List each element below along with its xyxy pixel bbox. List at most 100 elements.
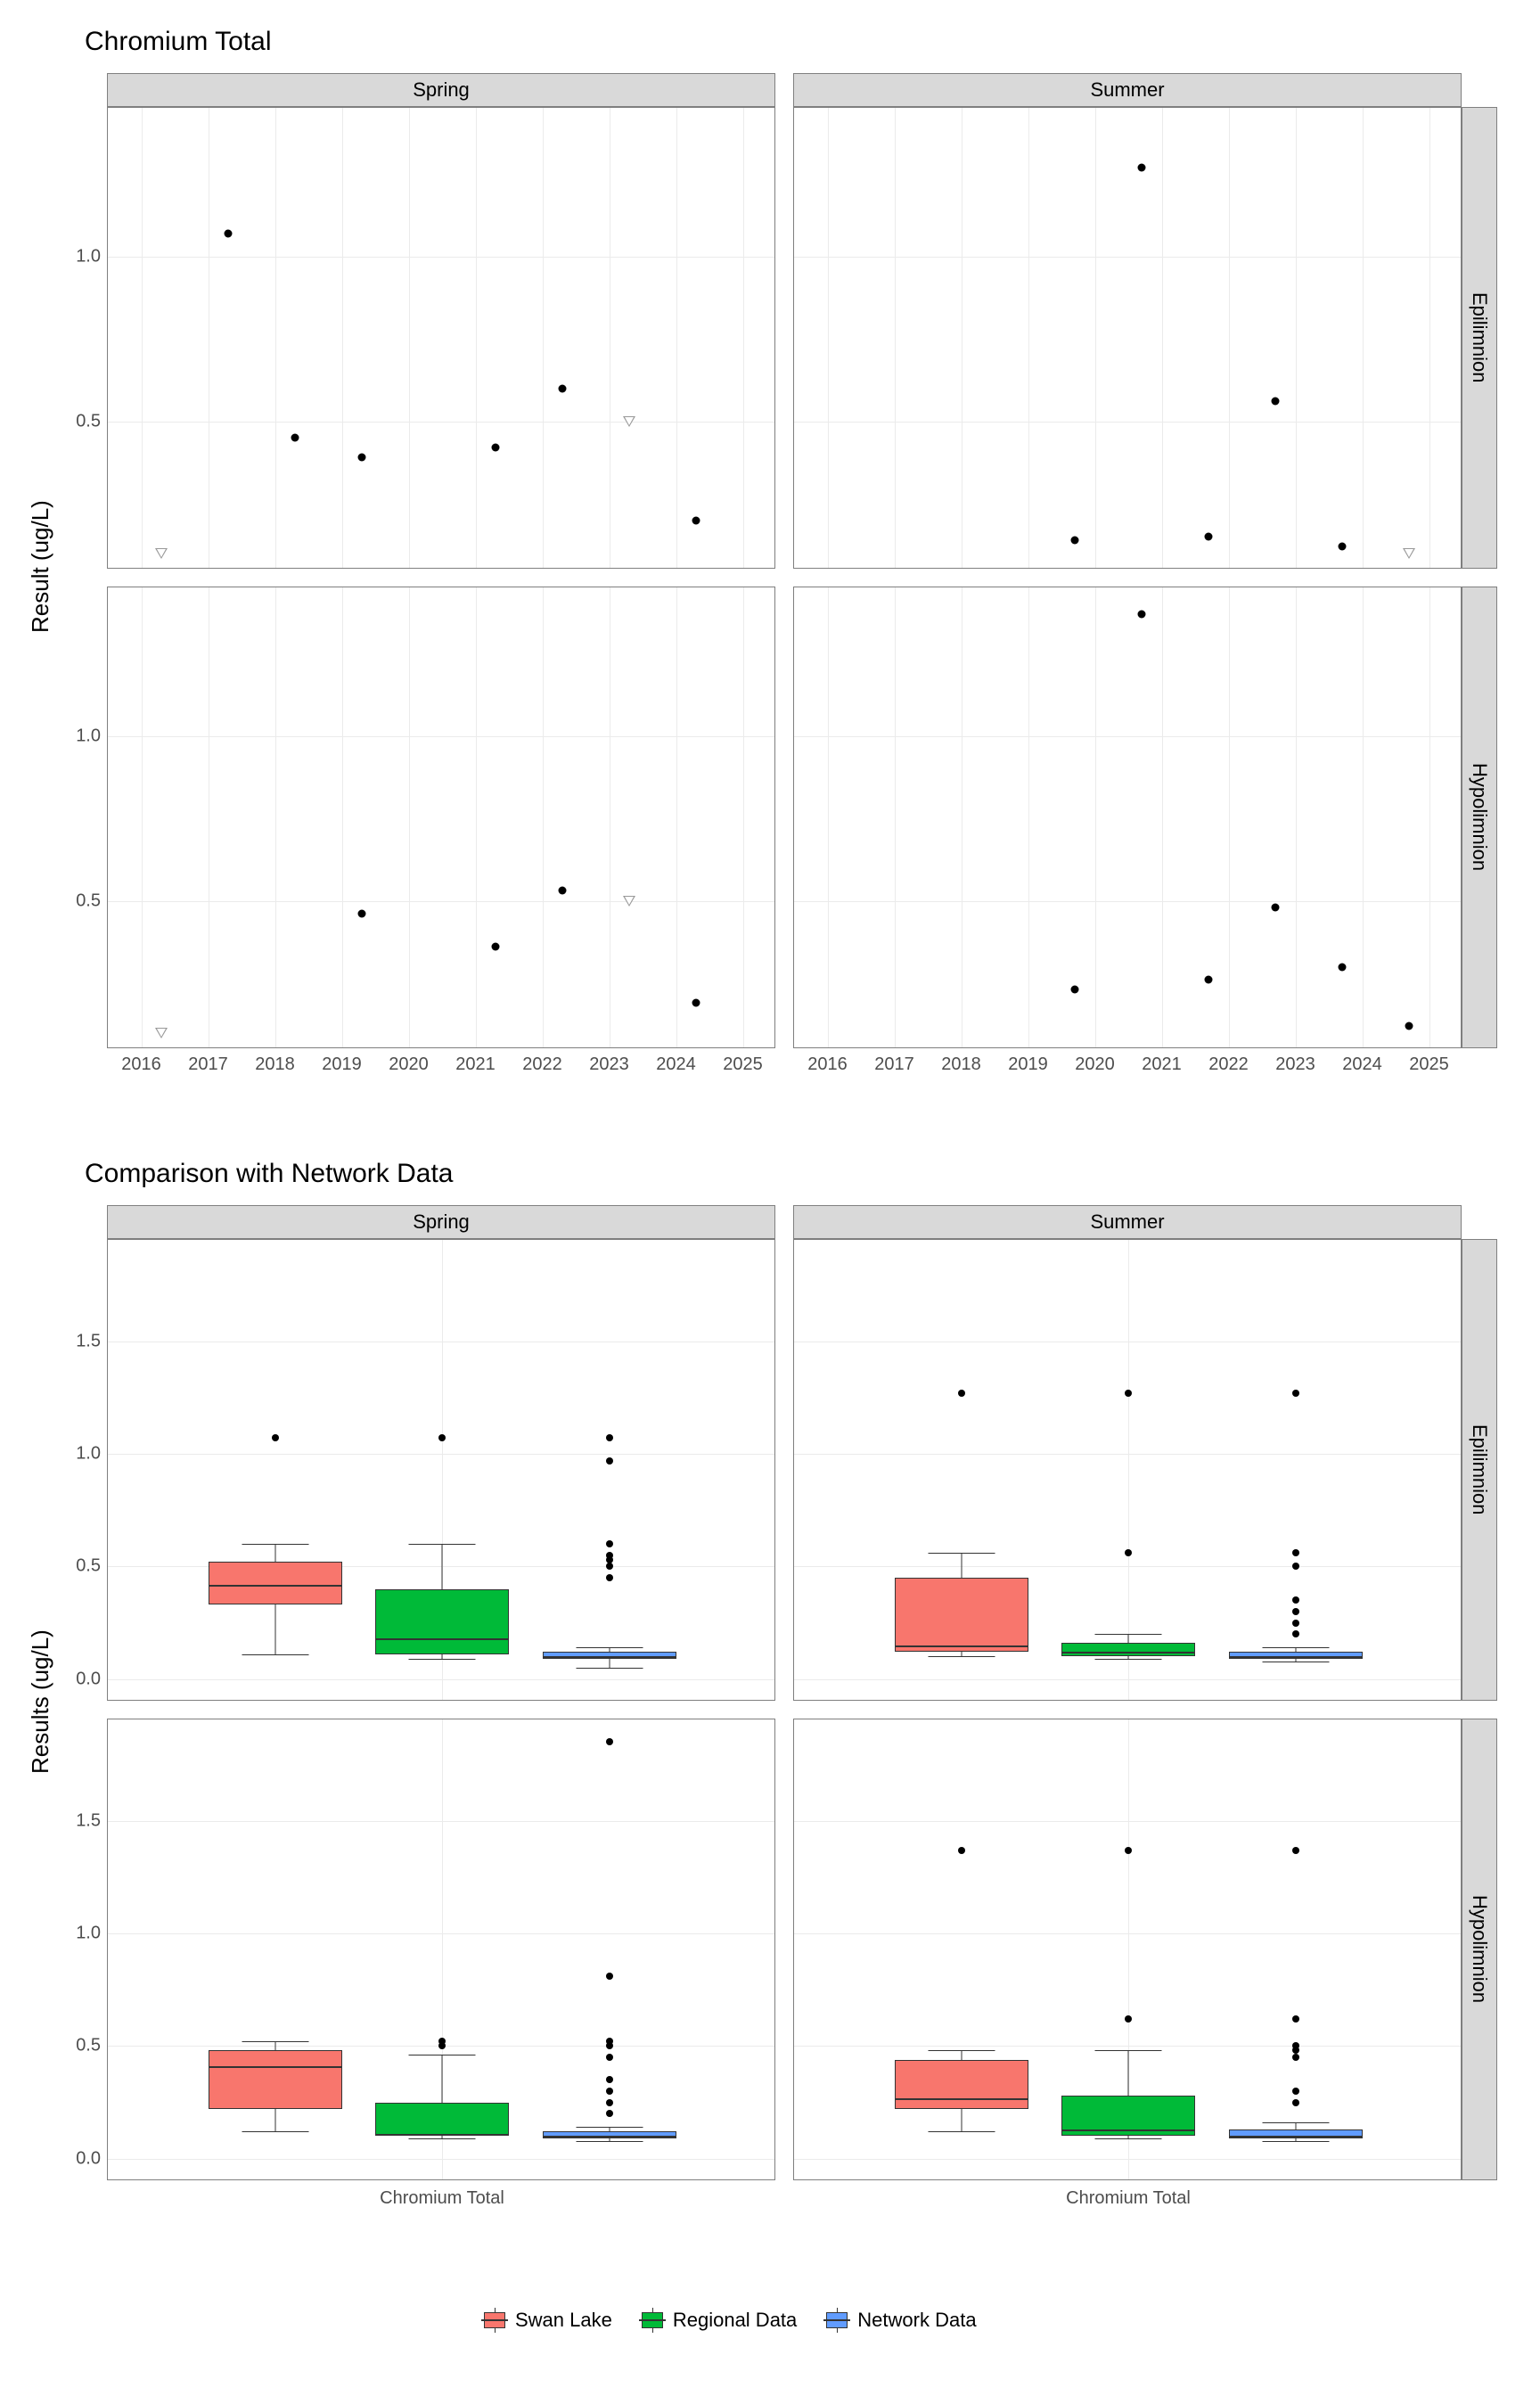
outlier-point (1292, 1390, 1299, 1397)
boxplot-box (1229, 1652, 1363, 1659)
x-tick-label: 2017 (874, 1054, 914, 1075)
whisker-cap (576, 2127, 643, 2128)
outlier-point (958, 1390, 965, 1397)
gridline (108, 2159, 774, 2160)
gridline (1128, 1240, 1129, 1700)
median-line (896, 1645, 1028, 1647)
panel2-summer-hyp: Chromium Total (793, 1719, 1462, 2180)
y-tick-label: 1.0 (76, 1924, 101, 1944)
boxplot-box (543, 2131, 676, 2138)
gridline (794, 1679, 1461, 1680)
y-tick-label: 0.0 (76, 1669, 101, 1689)
legend-label: Regional Data (673, 2309, 797, 2332)
gridline (108, 422, 774, 423)
outlier-point (1292, 2054, 1299, 2061)
outlier-point (1292, 2042, 1299, 2049)
outlier-point (606, 1574, 613, 1581)
boxplot-box (375, 1589, 509, 1654)
panel-summer-epi (793, 107, 1462, 569)
whisker-cap (1262, 2122, 1329, 2123)
legend-key (639, 2310, 666, 2331)
gridline (1296, 587, 1297, 1047)
chart1-grid: Spring Summer Epilimnion Hypolimnion 0.5… (107, 73, 1497, 1063)
gridline (142, 108, 143, 568)
boxplot-box (543, 1652, 676, 1659)
data-point (358, 454, 366, 462)
median-line (376, 1638, 508, 1640)
gridline (1363, 587, 1364, 1047)
gridline (1162, 587, 1163, 1047)
boxplot-box (1061, 1643, 1195, 1656)
gridline (108, 1821, 774, 1822)
gridline (1229, 108, 1230, 568)
x-tick-label: 2024 (1342, 1054, 1382, 1075)
chart1-title: Chromium Total (85, 27, 272, 57)
outlier-point (606, 1973, 613, 1980)
outlier-point (1292, 1563, 1299, 1570)
whisker (1295, 2122, 1296, 2129)
panel-spring-epi: 0.51.0 (107, 107, 775, 569)
whisker-cap (1095, 1634, 1162, 1635)
boxplot-box (375, 2103, 509, 2137)
data-point (559, 887, 567, 895)
gridline (794, 1454, 1461, 1455)
panel-summer-hyp: 2016201720182019202020212022202320242025 (793, 587, 1462, 1048)
gridline (108, 736, 774, 737)
data-point (692, 999, 700, 1007)
data-point (1138, 610, 1146, 618)
gridline (108, 1933, 774, 1934)
whisker-cap (928, 1553, 995, 1554)
x-tick-label: 2022 (522, 1054, 562, 1075)
outlier-point (1292, 2099, 1299, 2106)
whisker (1128, 1634, 1129, 1643)
whisker-cap (928, 2050, 995, 2051)
gridline (275, 108, 276, 568)
x-tick-label: 2016 (807, 1054, 848, 1075)
x-tick-label: 2020 (389, 1054, 429, 1075)
data-point (1339, 543, 1347, 551)
median-line (1062, 2129, 1194, 2131)
outlier-point (958, 1847, 965, 1854)
gridline (409, 108, 410, 568)
gridline (1296, 108, 1297, 568)
censored-point (623, 416, 635, 427)
data-point (1205, 976, 1213, 984)
data-point (1138, 163, 1146, 171)
outlier-point (606, 1457, 613, 1465)
gridline (1028, 108, 1029, 568)
whisker-cap (1095, 1659, 1162, 1660)
gridline (1162, 108, 1163, 568)
outlier-point (438, 2042, 446, 2049)
data-point (1339, 963, 1347, 971)
outlier-point (1125, 2015, 1132, 2023)
outlier-point (1292, 1630, 1299, 1637)
whisker (274, 2109, 275, 2131)
legend-item: Regional Data (639, 2309, 797, 2332)
legend-key (823, 2310, 850, 2331)
x-tick-label: 2022 (1208, 1054, 1249, 1075)
gridline (1363, 108, 1364, 568)
gridline (1429, 108, 1430, 568)
gridline (895, 108, 896, 568)
gridline (828, 587, 829, 1047)
boxplot-box (1229, 2129, 1363, 2138)
outlier-point (1292, 1608, 1299, 1615)
legend-label: Network Data (857, 2309, 976, 2332)
whisker-cap (576, 2141, 643, 2142)
gridline (676, 587, 677, 1047)
whisker (609, 1659, 610, 1668)
gridline (108, 1454, 774, 1455)
outlier-point (1292, 1549, 1299, 1556)
x-tick-label: 2018 (255, 1054, 295, 1075)
outlier-point (606, 2054, 613, 2061)
gridline (794, 2046, 1461, 2047)
strip2-summer: Summer (793, 1205, 1462, 1239)
outlier-point (606, 2099, 613, 2106)
outlier-point (1292, 2015, 1299, 2023)
strip-summer: Summer (793, 73, 1462, 107)
gridline (794, 1821, 1461, 1822)
whisker-cap (242, 2131, 308, 2132)
data-point (492, 444, 500, 452)
median-line (1062, 1652, 1194, 1653)
gridline (895, 587, 896, 1047)
